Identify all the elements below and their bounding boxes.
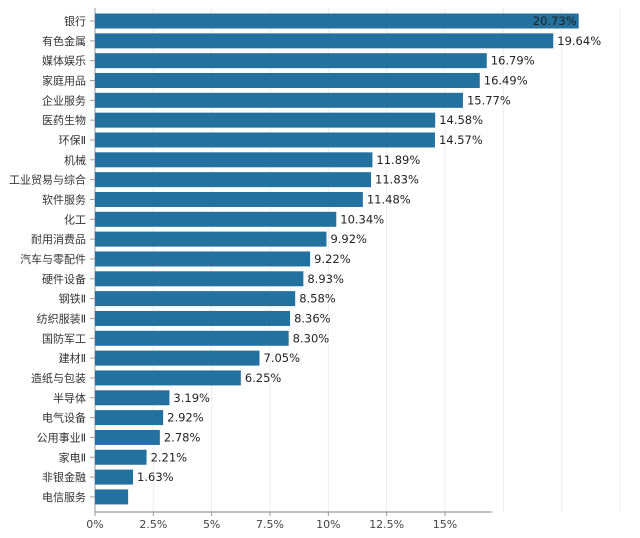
bar [95,152,373,168]
data-label: 3.19% [173,391,210,405]
data-label: 1.63% [137,470,174,484]
x-tick-label: 0% [86,518,103,531]
data-label: 11.89% [376,153,420,167]
bar [95,132,435,148]
category-label: 有色金属 [42,34,86,48]
data-label: 10.34% [340,212,384,226]
category-label: 媒体娱乐 [42,54,86,68]
data-label: 16.49% [484,73,528,87]
x-tick-label: 12.5% [369,518,404,531]
data-label: 2.92% [167,411,204,425]
bar [95,330,289,346]
category-label: 汽车与零配件 [20,252,86,266]
bar [95,112,436,128]
category-label: 国防军工 [42,331,86,345]
data-label: 15.77% [467,93,511,107]
category-label: 造纸与包装 [31,371,86,385]
bar [95,429,160,445]
bar [95,72,480,88]
data-label: 6.25% [245,371,282,385]
category-label: 机械 [64,153,86,167]
bar [95,172,372,188]
bar [95,310,291,326]
data-label: 19.64% [557,34,601,48]
x-tick-label: 5% [203,518,220,531]
category-label: 半导体 [53,391,86,405]
data-label: 8.36% [294,311,331,325]
category-label: 银行 [64,14,86,28]
bar [95,449,147,465]
bar [95,410,164,426]
data-label: 8.30% [293,331,330,345]
category-label: 家电Ⅱ [59,450,86,464]
data-label: 11.83% [375,173,419,187]
bar [95,251,311,267]
category-label: 环保Ⅱ [59,133,86,147]
category-label: 电信服务 [42,491,86,504]
data-label: 9.22% [314,252,351,266]
bar [95,271,304,287]
category-label: 家庭用品 [42,73,86,87]
bar [95,390,170,406]
category-label: 电气设备 [42,411,86,425]
data-label: 2.78% [164,430,201,444]
bar [95,350,260,366]
bar [95,370,241,386]
category-label: 公用事业Ⅱ [37,431,86,444]
bar [95,191,363,207]
category-label: 医药生物 [42,113,86,127]
bar [95,291,296,307]
category-label: 钢铁Ⅱ [59,293,86,306]
category-label: 企业服务 [42,93,86,107]
data-label: 8.93% [307,272,344,286]
bar [95,53,487,69]
bar [95,13,579,29]
bar [95,211,337,227]
category-label: 硬件设备 [42,272,86,286]
data-label: 20.73% [533,14,577,28]
data-label: 16.79% [491,54,535,68]
data-label: 7.05% [264,351,301,365]
data-label: 14.57% [439,133,483,147]
category-label: 耐用消费品 [31,232,86,246]
category-label: 纺织服装Ⅱ [37,311,86,325]
category-label: 化工 [64,212,86,226]
category-label: 非银金融 [42,470,86,484]
data-label: 14.58% [439,113,483,127]
x-tick-label: 10% [316,518,340,531]
data-label: 11.48% [367,192,411,206]
data-label: 8.58% [299,292,336,306]
data-label: 2.21% [151,450,188,464]
bar [95,231,327,247]
x-tick-label: 2.5% [139,518,167,531]
bar [95,33,554,49]
bar [95,489,129,505]
data-label: 9.92% [330,232,367,246]
category-label: 软件服务 [42,192,86,206]
x-tick-label: 15% [433,518,457,531]
bar [95,469,134,485]
category-label: 工业贸易与综合 [9,173,86,187]
category-label: 建材Ⅱ [59,351,86,365]
x-tick-label: 7.5% [256,518,284,531]
bar [95,92,463,108]
